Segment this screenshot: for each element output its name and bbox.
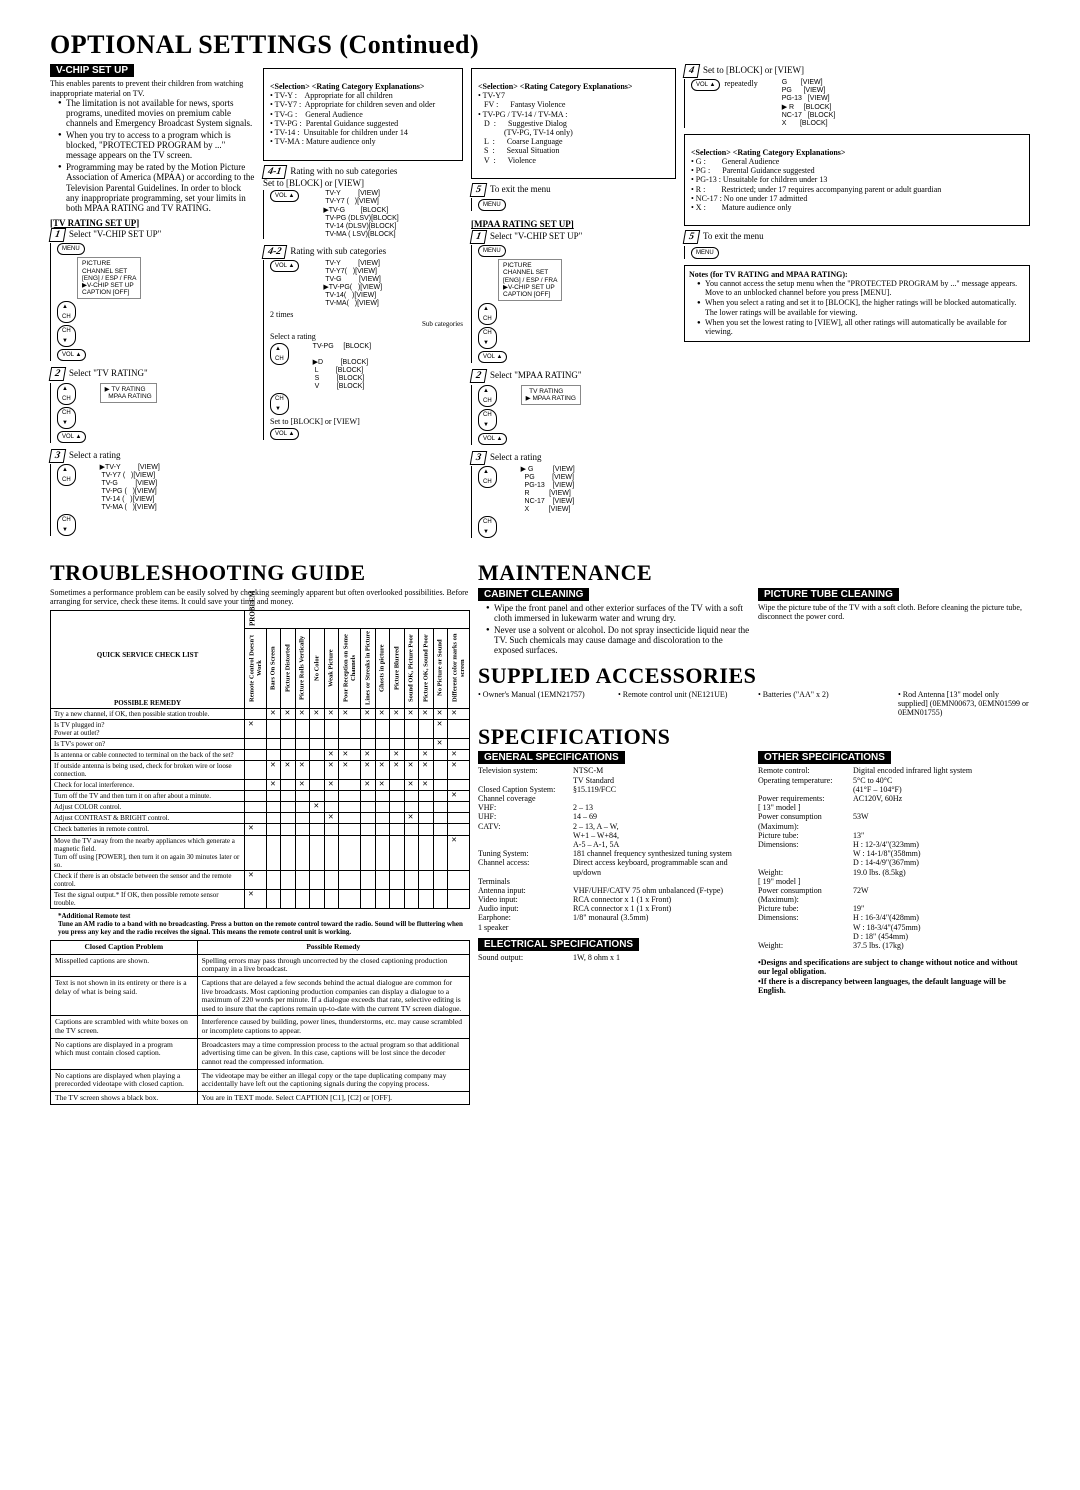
tvrating-head: [TV RATING SET UP] bbox=[50, 218, 255, 228]
step-1: 1 bbox=[49, 228, 66, 242]
menu-btn: MENU bbox=[57, 243, 85, 255]
quick-service-table: QUICK SERVICE CHECK LIST POSSIBLE REMEDY… bbox=[50, 610, 470, 909]
ch-dn: CH▼ bbox=[57, 325, 76, 347]
troubleshoot-title: TROUBLESHOOTING GUIDE bbox=[50, 560, 470, 585]
ch-up: ▲CH bbox=[57, 301, 76, 323]
page-title: OPTIONAL SETTINGS (Continued) bbox=[50, 30, 1030, 60]
mpaa-head: [MPAA RATING SET UP] bbox=[471, 219, 676, 229]
menu-btn: MENU bbox=[478, 199, 506, 211]
vchip-intro: This enables parents to prevent their ch… bbox=[50, 79, 255, 97]
specs-title: SPECIFICATIONS bbox=[478, 724, 1030, 749]
menu1: PICTURE CHANNEL SET [ENG] / ESP / FRA ▶V… bbox=[77, 257, 141, 299]
vol-up: VOL ▲ bbox=[57, 349, 86, 361]
supplied-title: SUPPLIED ACCESSORIES bbox=[478, 663, 1030, 688]
step-41: 4-1 bbox=[262, 165, 288, 179]
step-3: 3 bbox=[49, 449, 66, 463]
vchip-bar: V-CHIP SET UP bbox=[50, 64, 134, 78]
ts-intro: Sometimes a performance problem can be e… bbox=[50, 588, 470, 606]
maintenance-title: MAINTENANCE bbox=[478, 560, 1030, 585]
step-42: 4-2 bbox=[262, 245, 288, 259]
cc-table: Closed Caption ProblemPossible Remedy Mi… bbox=[50, 940, 470, 1105]
step-2: 2 bbox=[49, 367, 66, 381]
